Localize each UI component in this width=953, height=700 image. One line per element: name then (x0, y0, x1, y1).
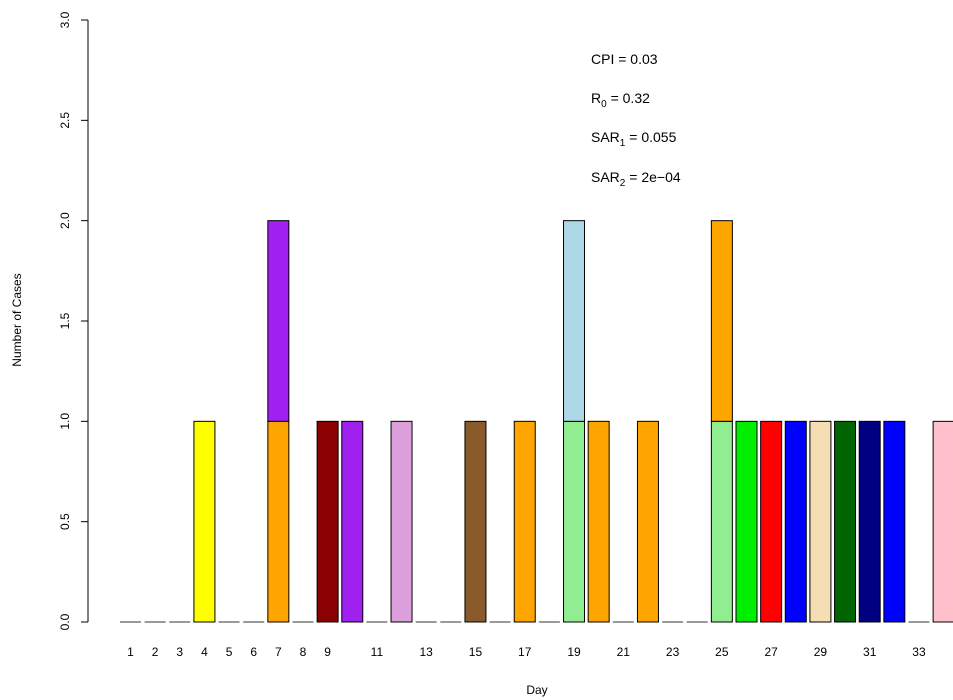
bar-segment-day-25 (710, 220, 733, 422)
bar-segment-day-22 (636, 420, 659, 623)
bar-segment-day-20 (587, 420, 610, 623)
bar-segment-day-10 (341, 420, 364, 623)
x-tick-label: 2 (152, 645, 159, 659)
x-tick-label: 25 (715, 645, 729, 659)
bar-segment-day-26 (735, 420, 758, 623)
y-tick-label: 0.5 (58, 513, 72, 530)
y-tick-label: 2.0 (58, 212, 72, 229)
annotation-text: SAR2 = 2e−04 (591, 169, 681, 189)
y-tick-label: 2.5 (58, 112, 72, 129)
bar-segment-day-30 (834, 420, 857, 623)
x-tick-label: 3 (176, 645, 183, 659)
bar-segment-day-19 (563, 420, 586, 623)
x-tick-labels: 1 2 3 4 5 6 7 8 9 11 13 15 17 19 21 23 25 27 29 31 33 (127, 645, 926, 659)
x-tick-label: 19 (567, 645, 581, 659)
x-tick-label: 6 (250, 645, 257, 659)
bar-segment-day-32 (883, 420, 906, 623)
x-tick-label: 23 (666, 645, 680, 659)
x-tick-label: 33 (912, 645, 926, 659)
bar-segment-day-29 (809, 420, 832, 623)
x-tick-label: 11 (371, 645, 384, 659)
x-tick-label: 8 (300, 645, 307, 659)
bar-segment-day-12 (390, 420, 413, 623)
annotation-text: CPI = 0.03 (591, 51, 658, 67)
x-tick-label: 7 (275, 645, 282, 659)
bar-segment-day-15 (464, 420, 487, 623)
x-tick-label: 4 (201, 645, 208, 659)
bar-segment-day-9 (316, 420, 339, 623)
bar-segment-day-7 (267, 220, 290, 422)
bar-segment-day-19 (563, 220, 586, 422)
y-tick-label: 3.0 (58, 11, 72, 28)
annotation-text: R0 = 0.32 (591, 90, 650, 110)
y-tick-label: 1.0 (58, 413, 72, 430)
y-axis-label: Number of Cases (10, 273, 24, 366)
x-tick-label: 31 (863, 645, 877, 659)
annotation-text: SAR1 = 0.055 (591, 129, 677, 149)
bar-segment-day-34 (932, 420, 953, 623)
x-tick-label: 29 (814, 645, 828, 659)
bar-segment-day-17 (513, 420, 536, 623)
x-tick-label: 13 (420, 645, 434, 659)
bar-segment-day-7 (267, 420, 290, 623)
x-tick-label: 15 (469, 645, 483, 659)
x-axis-label: Day (526, 683, 547, 697)
bar-segment-day-27 (760, 420, 783, 623)
annotations: CPI = 0.03 R0 = 0.32 SAR1 = 0.055 SAR2 = 2e… (591, 51, 681, 189)
x-tick-label: 1 (127, 645, 134, 659)
bar-segment-day-28 (784, 420, 807, 623)
bar-segment-day-4 (193, 420, 216, 623)
x-tick-label: 21 (617, 645, 631, 659)
x-tick-label: 5 (226, 645, 233, 659)
bars (120, 220, 953, 623)
y-tick-label: 1.5 (58, 312, 72, 329)
bar-segment-day-25 (710, 420, 733, 623)
y-tick-label: 0.0 (58, 613, 72, 630)
x-tick-label: 17 (518, 645, 532, 659)
x-tick-label: 9 (324, 645, 331, 659)
x-tick-label: 27 (764, 645, 778, 659)
y-axis: 0.0 0.5 1.0 1.5 2.0 2.5 3.0 (58, 11, 89, 630)
bar-segment-day-31 (858, 420, 881, 623)
